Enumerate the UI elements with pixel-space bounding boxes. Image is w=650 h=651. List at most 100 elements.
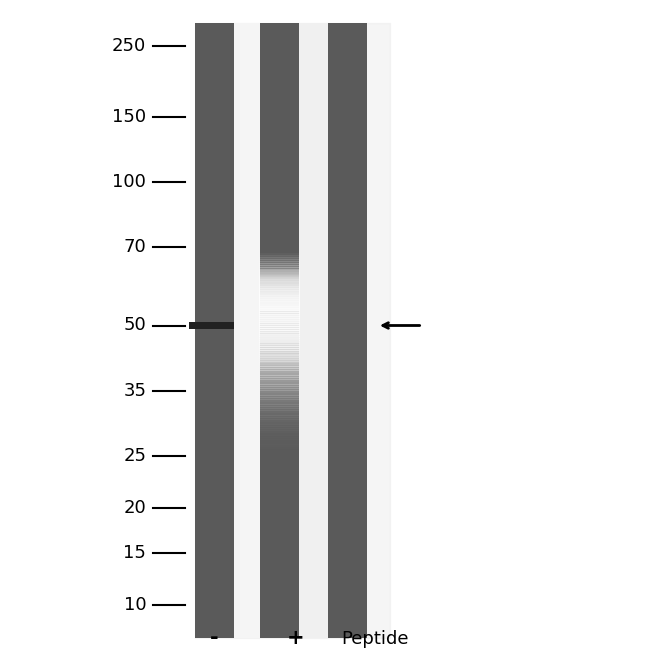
FancyBboxPatch shape xyxy=(260,326,299,331)
FancyBboxPatch shape xyxy=(260,357,299,362)
FancyBboxPatch shape xyxy=(299,23,328,638)
FancyBboxPatch shape xyxy=(259,334,300,337)
FancyBboxPatch shape xyxy=(260,366,299,371)
FancyBboxPatch shape xyxy=(260,386,299,391)
FancyBboxPatch shape xyxy=(260,281,299,286)
FancyBboxPatch shape xyxy=(259,322,300,326)
FancyBboxPatch shape xyxy=(260,284,299,289)
FancyBboxPatch shape xyxy=(259,336,300,339)
FancyBboxPatch shape xyxy=(259,286,300,290)
FancyBboxPatch shape xyxy=(259,364,300,367)
FancyBboxPatch shape xyxy=(259,284,300,288)
FancyBboxPatch shape xyxy=(259,292,300,296)
FancyBboxPatch shape xyxy=(259,352,300,355)
FancyBboxPatch shape xyxy=(260,380,299,385)
FancyBboxPatch shape xyxy=(259,288,300,292)
FancyBboxPatch shape xyxy=(259,316,300,320)
FancyBboxPatch shape xyxy=(260,311,299,316)
FancyBboxPatch shape xyxy=(260,359,299,365)
FancyBboxPatch shape xyxy=(260,383,299,389)
FancyBboxPatch shape xyxy=(260,330,299,335)
Text: 250: 250 xyxy=(112,36,146,55)
FancyBboxPatch shape xyxy=(259,283,300,286)
FancyBboxPatch shape xyxy=(260,299,299,305)
FancyBboxPatch shape xyxy=(234,23,260,638)
FancyBboxPatch shape xyxy=(260,372,299,378)
FancyBboxPatch shape xyxy=(260,361,299,367)
FancyBboxPatch shape xyxy=(259,330,300,333)
Text: 10: 10 xyxy=(124,596,146,615)
FancyBboxPatch shape xyxy=(260,410,299,415)
FancyBboxPatch shape xyxy=(260,339,299,344)
FancyBboxPatch shape xyxy=(260,399,299,404)
FancyBboxPatch shape xyxy=(259,296,300,299)
FancyBboxPatch shape xyxy=(259,348,300,351)
FancyBboxPatch shape xyxy=(259,300,300,303)
FancyBboxPatch shape xyxy=(259,358,300,361)
FancyBboxPatch shape xyxy=(260,368,299,374)
Text: Peptide: Peptide xyxy=(341,630,409,648)
FancyBboxPatch shape xyxy=(259,340,300,343)
FancyBboxPatch shape xyxy=(259,312,300,316)
FancyBboxPatch shape xyxy=(260,370,299,376)
FancyBboxPatch shape xyxy=(259,290,300,294)
FancyBboxPatch shape xyxy=(260,393,299,398)
FancyBboxPatch shape xyxy=(260,308,299,313)
FancyBboxPatch shape xyxy=(259,302,300,305)
FancyBboxPatch shape xyxy=(259,256,300,260)
Text: +: + xyxy=(287,628,305,648)
FancyBboxPatch shape xyxy=(259,350,300,353)
FancyBboxPatch shape xyxy=(259,342,300,345)
FancyBboxPatch shape xyxy=(259,258,300,262)
FancyBboxPatch shape xyxy=(259,264,300,268)
FancyBboxPatch shape xyxy=(260,350,299,355)
FancyBboxPatch shape xyxy=(259,273,300,276)
FancyBboxPatch shape xyxy=(259,324,300,327)
FancyBboxPatch shape xyxy=(328,23,367,638)
FancyBboxPatch shape xyxy=(260,364,299,369)
FancyBboxPatch shape xyxy=(260,333,299,338)
FancyBboxPatch shape xyxy=(259,279,300,282)
FancyBboxPatch shape xyxy=(260,404,299,409)
FancyBboxPatch shape xyxy=(259,320,300,324)
FancyBboxPatch shape xyxy=(260,312,299,318)
FancyBboxPatch shape xyxy=(259,306,300,309)
FancyBboxPatch shape xyxy=(259,318,300,322)
FancyBboxPatch shape xyxy=(260,295,299,300)
FancyBboxPatch shape xyxy=(260,324,299,329)
FancyBboxPatch shape xyxy=(260,322,299,327)
FancyBboxPatch shape xyxy=(260,290,299,296)
FancyBboxPatch shape xyxy=(259,298,300,301)
FancyBboxPatch shape xyxy=(260,406,299,411)
FancyBboxPatch shape xyxy=(259,260,300,264)
FancyBboxPatch shape xyxy=(260,306,299,311)
FancyBboxPatch shape xyxy=(260,375,299,380)
FancyBboxPatch shape xyxy=(259,268,300,271)
FancyBboxPatch shape xyxy=(259,344,300,347)
FancyBboxPatch shape xyxy=(260,279,299,284)
FancyBboxPatch shape xyxy=(259,262,300,266)
FancyBboxPatch shape xyxy=(260,346,299,351)
FancyBboxPatch shape xyxy=(260,275,299,280)
FancyBboxPatch shape xyxy=(260,315,299,320)
FancyBboxPatch shape xyxy=(260,301,299,307)
FancyBboxPatch shape xyxy=(260,344,299,349)
FancyBboxPatch shape xyxy=(260,402,299,407)
Text: 35: 35 xyxy=(124,381,146,400)
Text: 15: 15 xyxy=(124,544,146,562)
Text: 50: 50 xyxy=(124,316,146,335)
FancyBboxPatch shape xyxy=(260,319,299,324)
FancyBboxPatch shape xyxy=(259,354,300,357)
FancyBboxPatch shape xyxy=(259,356,300,359)
Text: 100: 100 xyxy=(112,173,146,191)
FancyBboxPatch shape xyxy=(259,338,300,341)
FancyBboxPatch shape xyxy=(259,314,300,318)
FancyBboxPatch shape xyxy=(259,304,300,307)
FancyBboxPatch shape xyxy=(259,277,300,280)
FancyBboxPatch shape xyxy=(260,337,299,342)
FancyBboxPatch shape xyxy=(260,355,299,360)
FancyBboxPatch shape xyxy=(260,353,299,358)
FancyBboxPatch shape xyxy=(260,23,299,638)
Text: 70: 70 xyxy=(124,238,146,256)
FancyBboxPatch shape xyxy=(259,294,300,298)
